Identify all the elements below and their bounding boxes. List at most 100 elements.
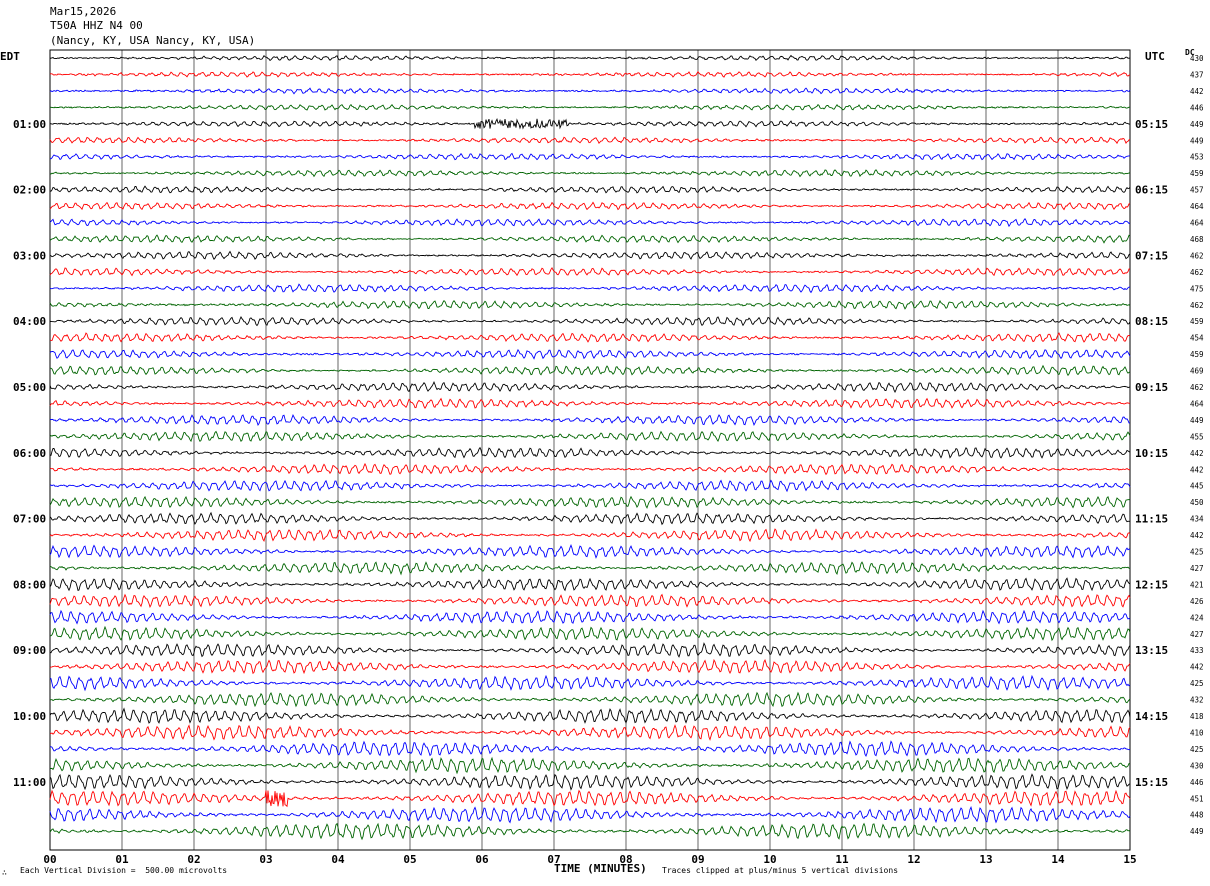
edt-time-label: 01:00 — [13, 118, 46, 131]
trace-line — [49, 413, 1131, 427]
trace-line — [49, 201, 1131, 211]
edt-time-label: 05:00 — [13, 381, 46, 394]
trace-line — [49, 707, 1131, 724]
trace-line — [49, 658, 1131, 675]
dc-offset-label: 425 — [1190, 679, 1204, 688]
dc-offset-label: 434 — [1190, 515, 1204, 524]
trace-line — [49, 561, 1131, 576]
x-tick-label: 11 — [835, 853, 849, 866]
trace-line — [49, 822, 1131, 841]
edt-time-label: 11:00 — [13, 776, 46, 789]
utc-time-label: 06:15 — [1135, 184, 1168, 197]
trace-line — [49, 397, 1131, 409]
trace-line — [49, 71, 1131, 78]
trace-line — [49, 332, 1131, 343]
trace-line — [49, 430, 1131, 443]
dc-offset-label: 410 — [1190, 728, 1204, 737]
trace-line — [49, 152, 1131, 161]
trace-line — [49, 364, 1131, 377]
utc-time-label: 07:15 — [1135, 249, 1168, 262]
dc-offset-label: 464 — [1190, 202, 1204, 211]
dc-offset-label: 430 — [1190, 54, 1204, 63]
station-location: (Nancy, KY, USA Nancy, KY, USA) — [50, 34, 256, 47]
trace-line — [49, 446, 1131, 459]
x-tick-label: 07 — [547, 853, 560, 866]
edt-time-label: 10:00 — [13, 710, 46, 723]
trace-line — [49, 299, 1131, 310]
trace-line — [49, 185, 1131, 194]
edt-time-label: 02:00 — [13, 184, 46, 197]
utc-time-label: 12:15 — [1135, 578, 1168, 591]
edt-time-label: 04:00 — [13, 315, 46, 328]
x-tick-label: 03 — [259, 853, 272, 866]
dc-offset-label: 462 — [1190, 383, 1204, 392]
dc-offset-label: 459 — [1190, 350, 1204, 359]
dc-offset-label: 425 — [1190, 548, 1204, 557]
dc-offset-label: 462 — [1190, 251, 1204, 260]
dc-offset-label: 459 — [1190, 317, 1204, 326]
trace-line — [49, 479, 1131, 493]
x-tick-label: 01 — [115, 853, 129, 866]
trace-line — [49, 117, 1131, 130]
dc-offset-label: 432 — [1190, 696, 1204, 705]
dc-offset-label: 433 — [1190, 646, 1204, 655]
trace-line — [49, 103, 1131, 111]
trace-line — [49, 250, 1131, 260]
trace-line — [49, 169, 1131, 178]
edt-time-label: 08:00 — [13, 578, 46, 591]
dc-offset-label: 455 — [1190, 432, 1204, 441]
trace-line — [49, 495, 1131, 509]
x-tick-label: 05 — [403, 853, 416, 866]
utc-time-label: 14:15 — [1135, 710, 1168, 723]
dc-offset-label: 449 — [1190, 120, 1204, 129]
trace-line — [49, 348, 1131, 360]
x-tick-label: 00 — [43, 853, 56, 866]
dc-offset-label: 464 — [1190, 399, 1204, 408]
dc-offset-label: 450 — [1190, 498, 1204, 507]
dc-offset-label: 425 — [1190, 745, 1204, 754]
dc-offset-label: 426 — [1190, 597, 1204, 606]
scale-note: Each Vertical Division = 500.00 microvol… — [20, 866, 228, 875]
trace-line — [49, 577, 1131, 592]
trace-line — [49, 267, 1130, 277]
trace-line — [50, 724, 1131, 741]
dc-offset-label: 454 — [1190, 334, 1204, 343]
utc-time-label: 10:15 — [1135, 447, 1168, 460]
trace-line — [49, 528, 1131, 543]
edt-axis-title: EDT — [0, 50, 20, 63]
dc-offset-label: 468 — [1190, 235, 1204, 244]
dc-offset-label: 430 — [1190, 761, 1204, 770]
dc-offset-label: 449 — [1190, 827, 1204, 836]
station-code: T50A HHZ N4 00 — [50, 19, 143, 32]
dc-offset-label: 427 — [1190, 564, 1204, 573]
trace-line — [49, 218, 1131, 228]
utc-axis-title: UTC — [1145, 50, 1165, 63]
trace-line — [49, 625, 1131, 642]
dc-offset-label: 442 — [1190, 449, 1204, 458]
dc-offset-label: 442 — [1190, 87, 1204, 96]
trace-line — [49, 609, 1131, 625]
x-tick-label: 08 — [619, 853, 632, 866]
trace-line — [50, 691, 1131, 708]
x-axis-label: TIME (MINUTES) — [554, 862, 647, 875]
trace-line — [49, 642, 1131, 658]
chart-date: Mar15,2026 — [50, 5, 117, 18]
edt-time-label: 06:00 — [13, 447, 46, 460]
dc-offset-label: 462 — [1190, 268, 1204, 277]
dc-offset-label: 421 — [1190, 580, 1204, 589]
edt-time-label: 09:00 — [13, 644, 46, 657]
utc-time-label: 13:15 — [1135, 644, 1168, 657]
dc-offset-label: 459 — [1190, 169, 1204, 178]
corner-mark: ∴ — [2, 868, 7, 877]
x-tick-label: 04 — [331, 853, 345, 866]
dc-offset-label: 475 — [1190, 284, 1204, 293]
trace-line — [49, 805, 1131, 824]
trace-line — [49, 740, 1131, 758]
dc-offset-label: 442 — [1190, 663, 1204, 672]
utc-time-label: 15:15 — [1135, 776, 1168, 789]
dc-offset-label: 449 — [1190, 416, 1204, 425]
dc-offset-label: 424 — [1190, 613, 1204, 622]
x-tick-label: 13 — [979, 853, 992, 866]
x-tick-label: 15 — [1123, 853, 1136, 866]
